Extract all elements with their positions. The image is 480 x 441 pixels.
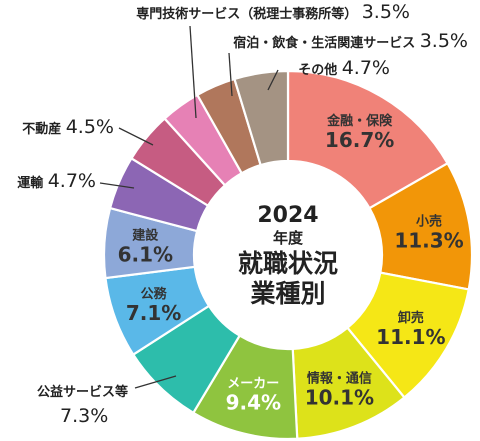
leader-lines-group [99,25,279,389]
leader-line-12 [267,69,279,91]
outside-label-11: 宿泊・飲食・生活関連サービス 3.5% [233,30,468,52]
outside-label-12: その他 4.7% [298,57,390,79]
outside-label-name-11: 宿泊・飲食・生活関連サービス [233,35,420,51]
slice-label-value-1: 11.3% [394,228,463,252]
outside-label-8: 運輸 4.7% [17,170,96,192]
slice-label-name-0: 金融・保険 [326,113,393,129]
center-nendo: 年度 [273,229,304,247]
slices-group [102,69,474,441]
slice-0 [286,69,450,210]
slice-label-name-4: メーカー [227,377,279,392]
leader-line-8 [99,182,135,189]
slice-label-name-2: 卸売 [398,310,424,326]
outside-label-9: 不動産 4.5% [22,116,114,138]
leader-line-11 [228,52,233,97]
center-label: 2024 年度 就職状況 業種別 [238,203,338,308]
outside-label-name-5: 公益サービス等 [37,384,128,400]
slice-label-name-3: 情報・通信 [307,370,372,386]
leader-line-10 [189,25,197,119]
outside-label-10: 専門技術サービス（税理士事務所等） 3.5% [136,1,410,23]
outside-label-value-5: 7.3% [60,405,108,427]
center-year: 2024 [257,203,318,228]
outside-label-value-12: 4.7% [342,57,390,79]
slice-label-name-7: 建設 [132,228,159,244]
center-title-2: 業種別 [250,279,325,308]
outside-label-value-8: 4.7% [48,170,96,192]
slice-label-name-6: 公務 [141,286,168,302]
slice-label-value-0: 16.7% [325,128,394,152]
outside-label-name-9: 不動産 [22,121,66,137]
slice-label-value-2: 11.1% [376,325,445,349]
outside-label-value-9: 4.5% [66,116,114,138]
outside-label-value-11: 3.5% [420,30,468,52]
outside-label-name-12: その他 [298,62,342,78]
leader-line-9 [118,127,154,146]
slice-12 [233,69,290,167]
slice-label-value-6: 7.1% [126,301,181,325]
slice-label-name-1: 小売 [416,213,442,229]
slice-label-value-3: 10.1% [305,385,374,409]
outside-label-name-8: 運輸 [17,175,48,191]
outside-label-value-10: 3.5% [362,1,410,23]
slice-label-value-7: 6.1% [118,243,173,267]
outside-label-name-10: 専門技術サービス（税理士事務所等） [136,6,362,22]
leader-line-5 [134,375,177,389]
slice-label-value-4: 9.4% [226,391,281,415]
center-title-1: 就職状況 [238,249,338,278]
